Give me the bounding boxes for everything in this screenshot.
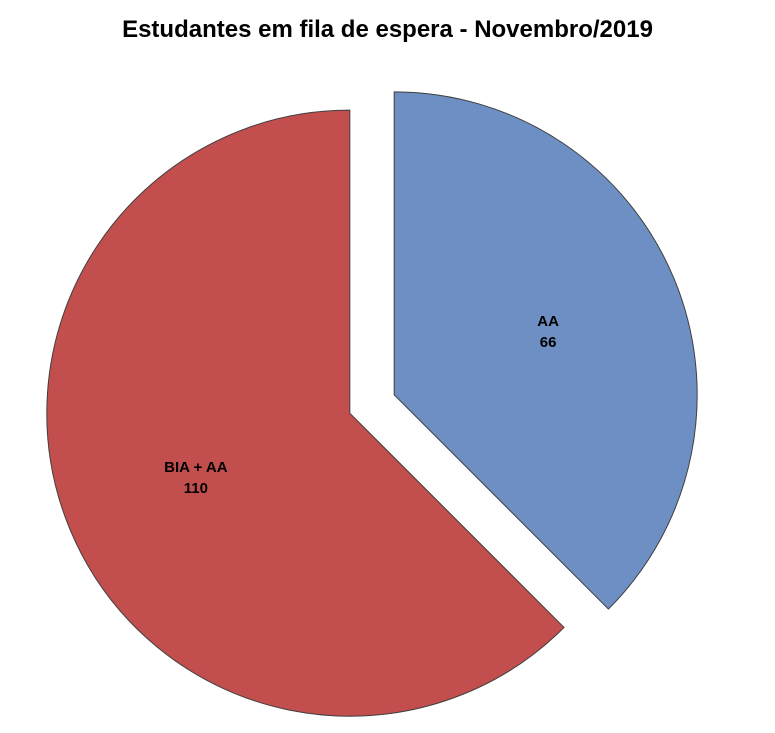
chart-title: Estudantes em fila de espera - Novembro/… [122,16,653,43]
slice-value: 110 [184,480,208,497]
pie-slice-aa [393,91,698,610]
slice-label: AA [537,313,559,330]
slice-value: 66 [540,334,557,351]
pie-slice-bia-aa [46,109,565,717]
slice-label: BIA + AA [164,459,228,476]
